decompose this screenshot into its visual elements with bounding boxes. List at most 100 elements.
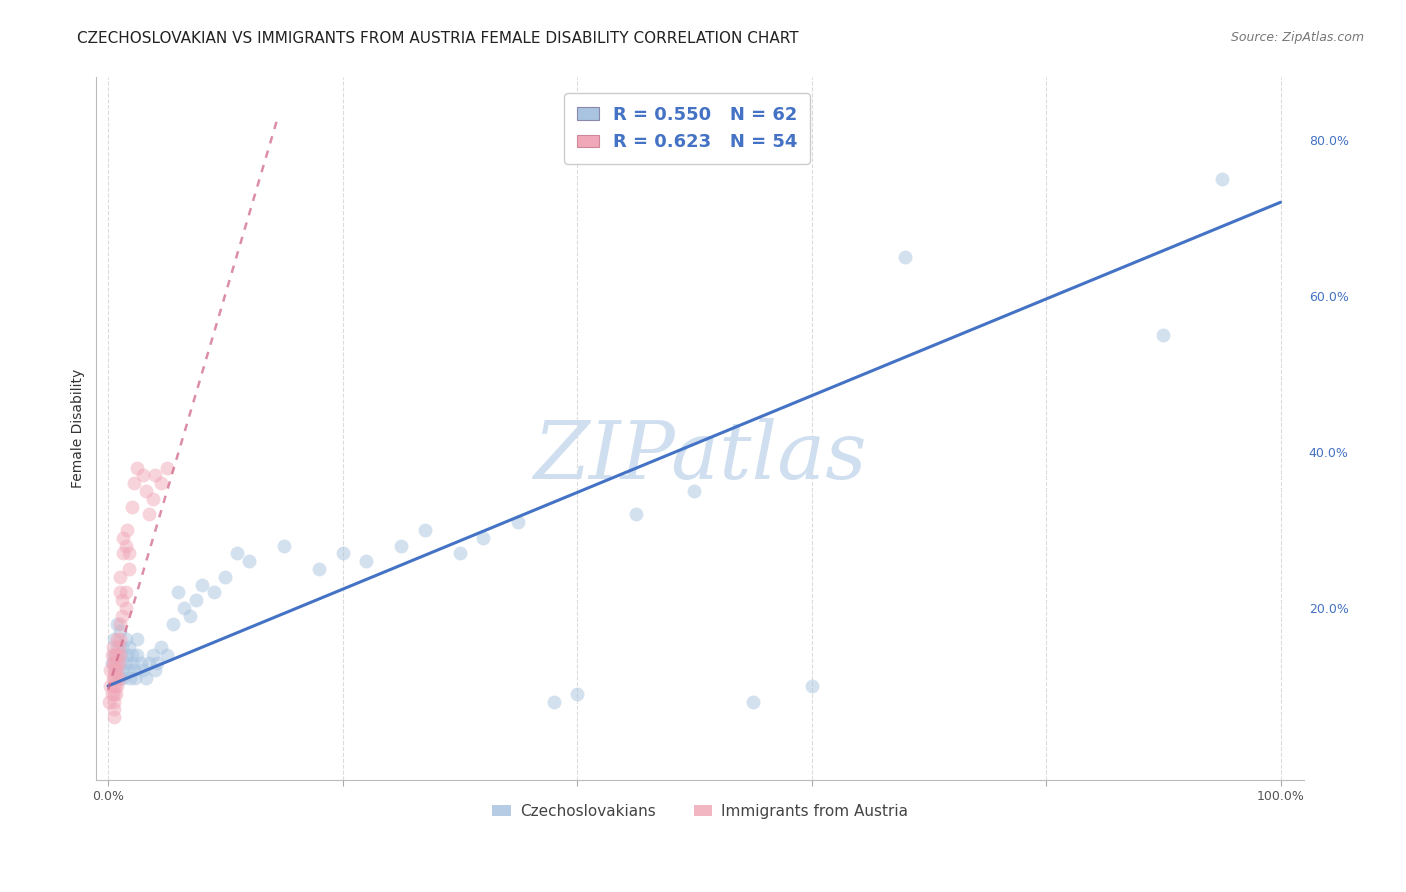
Point	[112, 671, 135, 685]
Point	[103, 679, 125, 693]
Point	[135, 483, 157, 498]
Point	[624, 508, 647, 522]
Point	[127, 632, 149, 647]
Point	[108, 616, 131, 631]
Point	[105, 656, 128, 670]
Point	[101, 656, 124, 670]
Point	[179, 608, 201, 623]
Point	[100, 664, 122, 678]
Point	[108, 624, 131, 639]
Point	[114, 601, 136, 615]
Point	[543, 695, 565, 709]
Point	[100, 656, 122, 670]
Point	[238, 554, 260, 568]
Y-axis label: Female Disability: Female Disability	[72, 369, 86, 488]
Point	[108, 648, 131, 662]
Point	[108, 648, 131, 662]
Point	[167, 585, 190, 599]
Point	[143, 664, 166, 678]
Point	[122, 476, 145, 491]
Point	[101, 640, 124, 654]
Point	[107, 679, 129, 693]
Point	[107, 616, 129, 631]
Point	[107, 640, 129, 654]
Point	[108, 570, 131, 584]
Text: CZECHOSLOVAKIAN VS IMMIGRANTS FROM AUSTRIA FEMALE DISABILITY CORRELATION CHART: CZECHOSLOVAKIAN VS IMMIGRANTS FROM AUSTR…	[77, 31, 799, 46]
Point	[111, 593, 134, 607]
Point	[565, 687, 588, 701]
Point	[112, 546, 135, 560]
Point	[103, 710, 125, 724]
Point	[138, 656, 160, 670]
Point	[100, 648, 122, 662]
Point	[103, 648, 125, 662]
Point	[354, 554, 377, 568]
Point	[156, 460, 179, 475]
Text: Source: ZipAtlas.com: Source: ZipAtlas.com	[1230, 31, 1364, 45]
Point	[413, 523, 436, 537]
Point	[107, 664, 129, 678]
Point	[472, 531, 495, 545]
Point	[138, 508, 160, 522]
Point	[108, 632, 131, 647]
Point	[122, 664, 145, 678]
Point	[107, 656, 129, 670]
Point	[105, 671, 128, 685]
Point	[156, 648, 179, 662]
Point	[162, 616, 184, 631]
Point	[214, 570, 236, 584]
Point	[114, 632, 136, 647]
Point	[115, 523, 138, 537]
Point	[103, 702, 125, 716]
Point	[226, 546, 249, 560]
Point	[118, 664, 141, 678]
Point	[135, 671, 157, 685]
Point	[107, 632, 129, 647]
Point	[107, 648, 129, 662]
Point	[114, 585, 136, 599]
Point	[104, 648, 127, 662]
Point	[449, 546, 471, 560]
Point	[149, 476, 172, 491]
Point	[103, 656, 125, 670]
Legend: Czechoslovakians, Immigrants from Austria: Czechoslovakians, Immigrants from Austri…	[486, 797, 914, 824]
Point	[1211, 172, 1233, 186]
Point	[103, 671, 125, 685]
Point	[142, 491, 165, 506]
Point	[100, 687, 122, 701]
Point	[104, 664, 127, 678]
Point	[111, 640, 134, 654]
Point	[103, 687, 125, 701]
Point	[184, 593, 207, 607]
Point	[683, 483, 706, 498]
Point	[800, 679, 823, 693]
Point	[273, 539, 295, 553]
Point	[107, 656, 129, 670]
Point	[111, 608, 134, 623]
Point	[112, 531, 135, 545]
Point	[132, 468, 155, 483]
Point	[100, 679, 122, 693]
Point	[124, 671, 146, 685]
Point	[308, 562, 330, 576]
Point	[118, 546, 141, 560]
Point	[103, 695, 125, 709]
Point	[191, 577, 214, 591]
Point	[742, 695, 765, 709]
Point	[121, 648, 143, 662]
Point	[120, 671, 142, 685]
Point	[103, 664, 125, 678]
Point	[143, 468, 166, 483]
Point	[111, 664, 134, 678]
Point	[142, 648, 165, 662]
Point	[98, 695, 121, 709]
Point	[127, 648, 149, 662]
Point	[108, 671, 131, 685]
Point	[146, 656, 169, 670]
Point	[132, 664, 155, 678]
Point	[105, 687, 128, 701]
Text: ZIPatlas: ZIPatlas	[533, 417, 868, 495]
Point	[129, 656, 152, 670]
Point	[332, 546, 354, 560]
Point	[114, 656, 136, 670]
